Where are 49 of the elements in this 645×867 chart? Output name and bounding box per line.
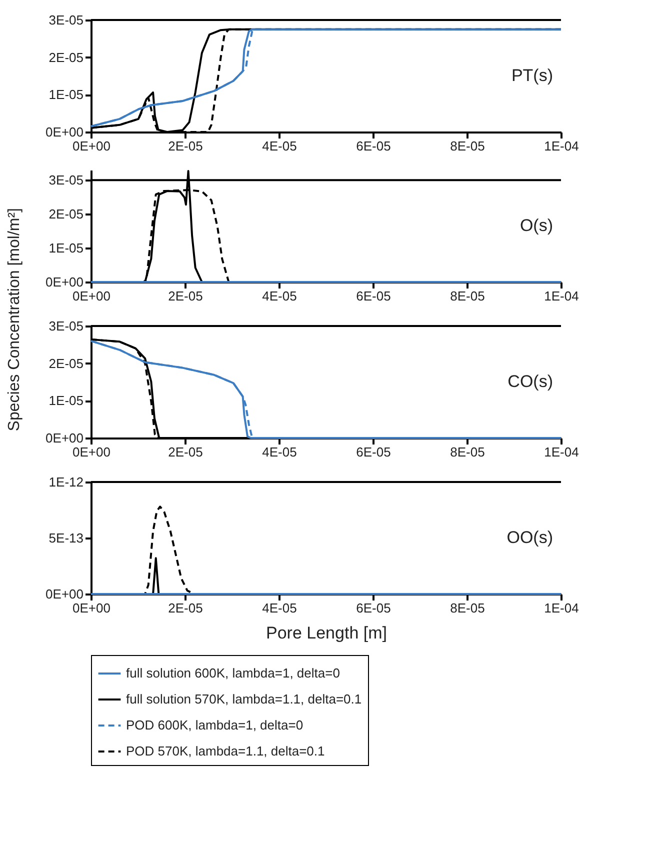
x-tick-label: 4E-05 (262, 600, 297, 616)
x-tick-label: 8E-05 (450, 600, 485, 616)
x-tick-label: 6E-05 (356, 444, 391, 460)
x-tick-label: 6E-05 (356, 288, 391, 304)
legend-label: POD 600K, lambda=1, delta=0 (126, 718, 304, 732)
annotation: OO(s) (506, 528, 553, 547)
y-tick-label: 1E-12 (48, 474, 84, 490)
x-tick-label: 2E-05 (168, 138, 203, 154)
y-tick-label: 0E+00 (46, 274, 84, 290)
y-tick-label: 1E-05 (48, 393, 84, 408)
x-tick-label: 2E-05 (168, 600, 203, 616)
x-tick-label: 1E-04 (544, 444, 579, 460)
x-tick-label: 1E-04 (544, 138, 579, 154)
x-tick-label: 8E-05 (450, 138, 485, 154)
x-tick-label: 6E-05 (356, 138, 391, 154)
y-tick-label: 3E-05 (48, 318, 84, 334)
y-tick-label: 2E-05 (48, 50, 84, 65)
y-tick-label: 5E-13 (48, 530, 84, 546)
y-tick-label: 0E+00 (46, 586, 84, 602)
x-tick-label: 8E-05 (450, 444, 485, 460)
x-tick-label: 0E+00 (72, 600, 110, 616)
x-tick-label: 0E+00 (72, 444, 110, 460)
legend-label: POD 570K, lambda=1.1, delta=0.1 (126, 744, 325, 758)
y-tick-label: 1E-05 (48, 87, 84, 102)
annotation: PT(s) (511, 66, 553, 85)
y-tick-label: 0E+00 (46, 430, 84, 446)
x-tick-label: 4E-05 (262, 288, 297, 304)
y-tick-label: 3E-05 (48, 12, 84, 28)
annotation: CO(s) (508, 372, 553, 391)
x-tick-label: 2E-05 (168, 288, 203, 304)
y-tick-label: 3E-05 (48, 172, 84, 188)
x-tick-label: 4E-05 (262, 444, 297, 460)
x-tick-label: 1E-04 (544, 288, 579, 304)
x-tick-label: 0E+00 (72, 138, 110, 154)
y-tick-label: 0E+00 (46, 124, 84, 140)
x-tick-label: 6E-05 (356, 600, 391, 616)
y-tick-label: 2E-05 (48, 206, 84, 222)
x-axis-title: Pore Length [m] (266, 624, 387, 642)
y-tick-label: 2E-05 (48, 356, 84, 371)
x-tick-label: 4E-05 (262, 138, 297, 154)
y-tick-label: 1E-05 (48, 240, 84, 256)
x-tick-label: 8E-05 (450, 288, 485, 304)
x-tick-label: 2E-05 (168, 444, 203, 460)
legend-label: full solution 570K, lambda=1.1, delta=0.1 (126, 692, 362, 706)
y-axis-title: Species Concentration [mol/m²] (6, 208, 24, 432)
annotation: O(s) (520, 216, 553, 235)
x-tick-label: 0E+00 (72, 288, 110, 304)
x-tick-label: 1E-04 (544, 600, 579, 616)
legend-label: full solution 600K, lambda=1, delta=0 (126, 666, 340, 680)
